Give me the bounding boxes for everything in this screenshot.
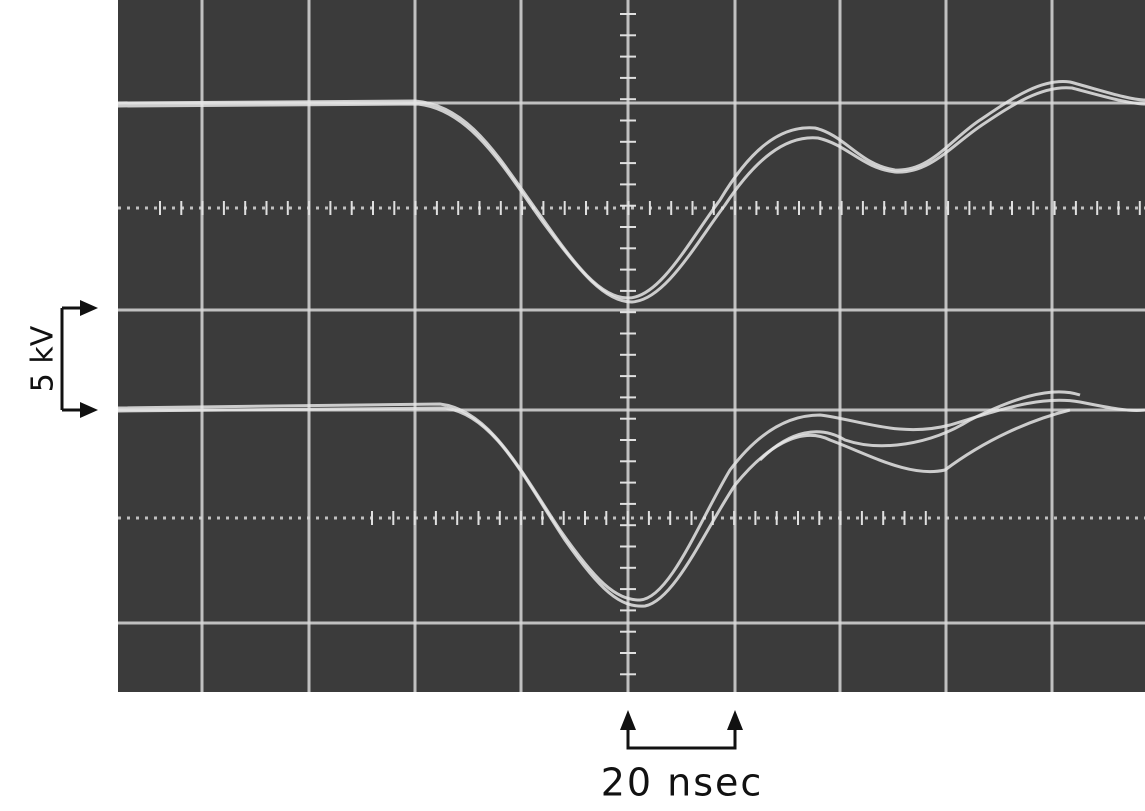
lower-traces: [117, 390, 1145, 608]
axis-ticks: [159, 13, 1141, 676]
graticule: [118, 0, 1145, 692]
screen: [118, 0, 1145, 692]
voltage-scale-label: 5 kV: [26, 325, 61, 392]
voltage-scale-marker: 5 kV: [26, 300, 98, 418]
time-scale-marker: 20 nsec: [601, 710, 764, 805]
upper-traces: [117, 80, 1145, 304]
time-scale-label: 20 nsec: [601, 761, 764, 805]
